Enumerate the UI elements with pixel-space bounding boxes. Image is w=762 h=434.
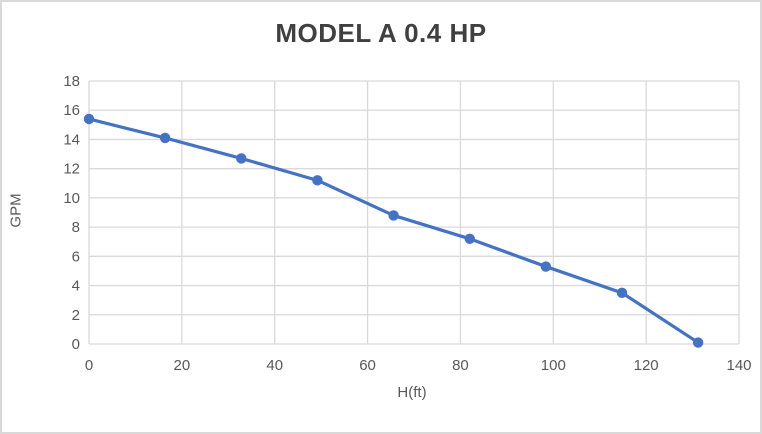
- y-tick-label: 16: [63, 102, 80, 119]
- x-tick-label: 100: [541, 357, 566, 374]
- y-tick-label: 8: [72, 219, 80, 236]
- data-point-marker: [236, 153, 247, 164]
- data-point-marker: [540, 261, 552, 272]
- x-tick-label: 120: [634, 357, 659, 374]
- series-line: [87, 117, 700, 345]
- x-tick-label: 80: [452, 357, 469, 374]
- x-tick-label: 60: [359, 357, 376, 374]
- x-tick-label: 140: [726, 357, 751, 374]
- data-point-marker: [388, 210, 399, 221]
- data-point-marker: [159, 132, 171, 144]
- y-tick-label: 4: [72, 278, 80, 295]
- y-tick-label: 10: [63, 190, 80, 207]
- data-point-marker: [312, 175, 323, 186]
- data-point-marker: [616, 287, 628, 299]
- data-point-marker: [464, 233, 475, 244]
- data-point-marker: [83, 113, 95, 125]
- y-tick-label: 2: [72, 307, 80, 324]
- y-tick-label: 6: [72, 248, 80, 265]
- x-tick-label: 20: [174, 357, 191, 374]
- y-tick-label: 12: [63, 161, 80, 178]
- y-tick-label: 0: [72, 336, 80, 353]
- chart-title: MODEL A 0.4 HP: [275, 18, 487, 48]
- y-tick-label: 18: [63, 73, 80, 90]
- x-tick-label: 0: [85, 357, 93, 374]
- data-point-marker: [692, 337, 704, 348]
- x-tick-label: 40: [266, 357, 283, 374]
- x-axis-title: H(ft): [397, 384, 427, 401]
- y-tick-label: 14: [63, 131, 80, 148]
